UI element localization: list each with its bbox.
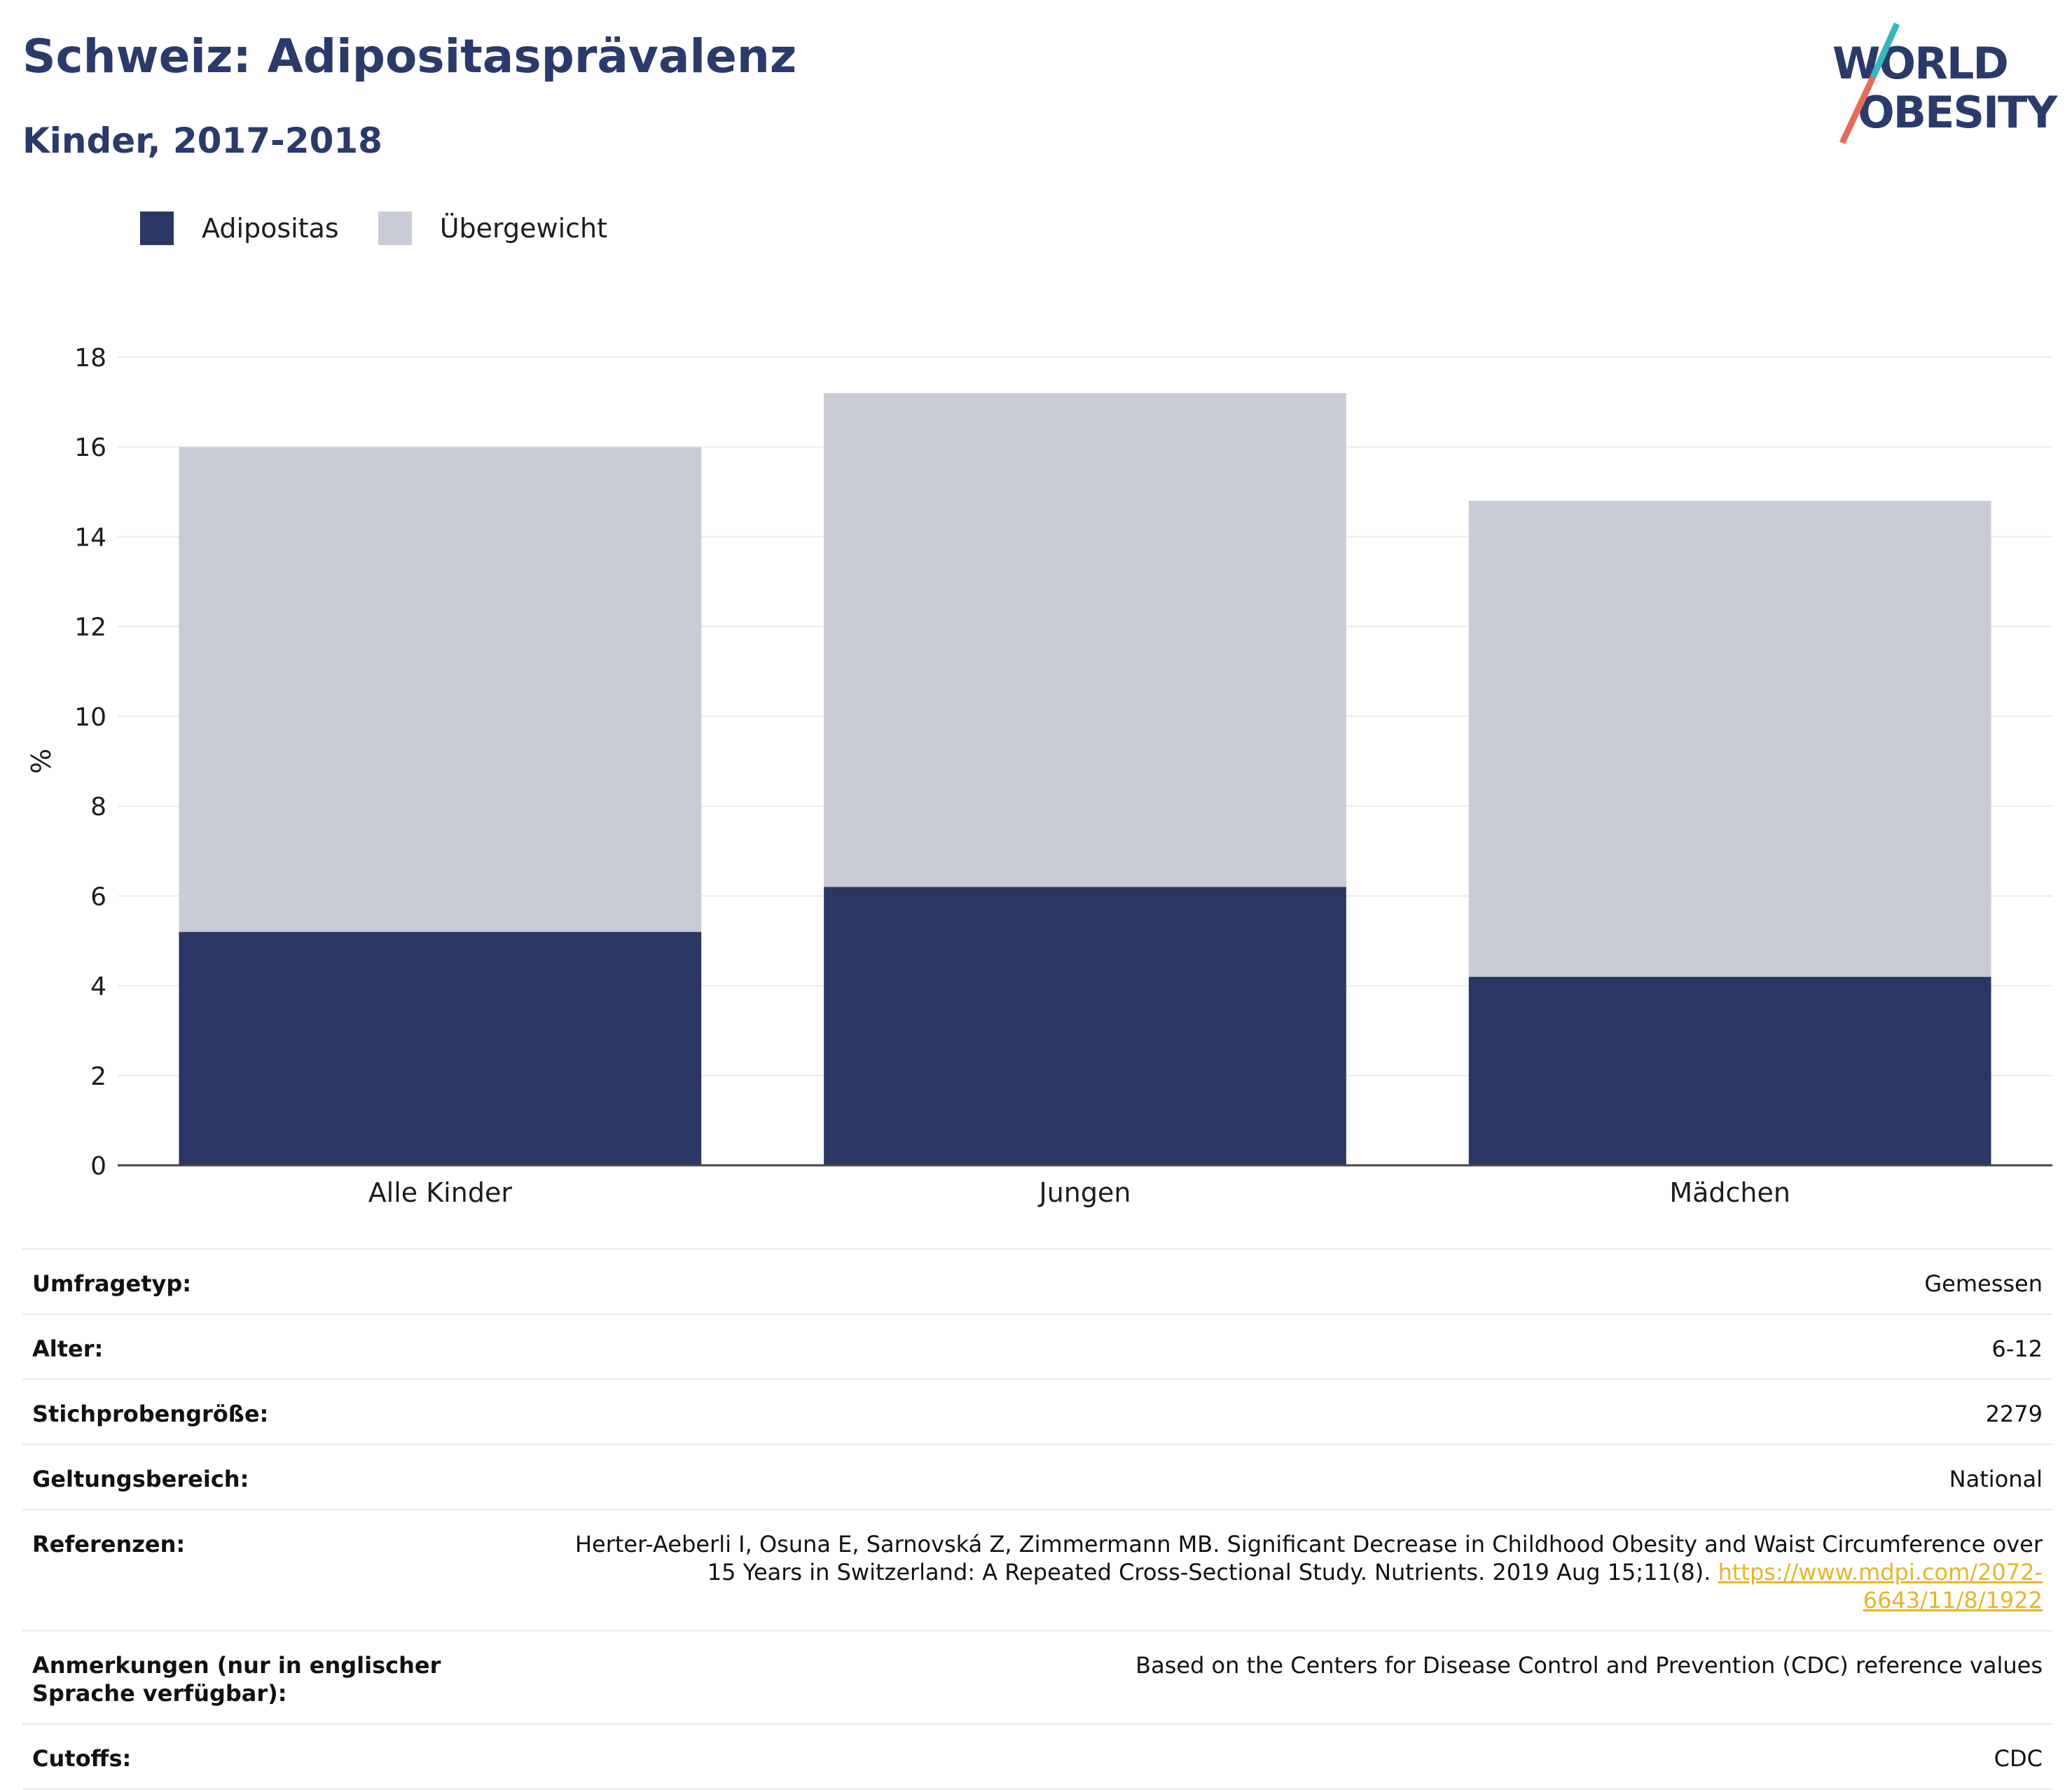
meta-row: Umfragetyp: Gemessen [22,1249,2052,1314]
legend-item-adipositas[interactable]: Adipositas [140,211,339,245]
x-tick-label: Jungen [1038,1177,1131,1208]
y-tick-label: 16 [74,433,106,462]
meta-value-text: Herter-Aeberli I, Osuna E, Sarnovská Z, … [574,1531,2043,1586]
y-axis-label: % [26,749,57,774]
meta-value-text: Based on the Centers for Disease Control… [1135,1652,2043,1679]
meta-value: Herter-Aeberli I, Osuna E, Sarnovská Z, … [553,1510,2052,1631]
meta-key: Cutoffs: [32,1745,132,1772]
y-tick-label: 8 [90,793,106,821]
meta-value: National [553,1445,2052,1510]
meta-row: Alter: 6-12 [22,1314,2052,1380]
chart-legend: Adipositas Übergewicht [140,207,647,249]
meta-value-text: 2279 [1985,1401,2043,1427]
chart-title: Schweiz: Adipositasprävalenz [22,29,797,83]
meta-row: Geltungsbereich: National [22,1444,2052,1510]
legend-swatch-uebergewicht [378,211,412,245]
survey-details-table: Umfragetyp: Gemessen Alter: 6-12 Stichproben… [22,1248,2052,1790]
y-tick-label: 0 [90,1152,106,1181]
x-tick-label: Mädchen [1669,1177,1790,1208]
meta-value-text: 6-12 [1991,1335,2043,1362]
y-tick-label: 2 [90,1062,106,1091]
meta-value-text: National [1949,1466,2043,1492]
bar-uebergewicht[interactable] [1468,501,1991,977]
meta-key: Geltungsbereich: [32,1466,249,1492]
bar-uebergewicht[interactable] [179,447,702,932]
logo-text-line2: OBESITY [1858,87,2058,138]
meta-key: Umfragetyp: [32,1270,192,1297]
world-obesity-logo: WORLD OBESITY [1832,22,2059,144]
bar-adipositas[interactable] [824,887,1346,1165]
meta-value: CDC [553,1724,2052,1789]
meta-row: Anmerkungen (nur in englischer Sprache v… [22,1630,2052,1724]
legend-label-uebergewicht: Übergewicht [439,213,607,244]
bar-adipositas[interactable] [1468,976,1991,1165]
legend-label-adipositas: Adipositas [202,213,339,244]
x-tick-labels: Alle Kinder Jungen Mädchen [368,1177,1790,1208]
meta-row: Cutoffs: CDC [22,1723,2052,1789]
meta-key: Anmerkungen (nur in englischer Sprache v… [32,1652,441,1707]
logo-slash-teal [1870,22,1900,78]
y-tick-label: 4 [90,973,106,1001]
meta-value-text: Gemessen [1924,1270,2043,1297]
bars [118,393,2052,1167]
meta-key: Referenzen: [32,1531,186,1557]
x-tick-label: Alle Kinder [368,1177,513,1208]
legend-swatch-adipositas [140,211,174,245]
logo-text-line1: WORLD [1832,38,2008,89]
chart-subtitle: Kinder, 2017-2018 [22,120,382,161]
meta-value: Gemessen [553,1249,2052,1314]
meta-value: 2279 [553,1380,2052,1445]
meta-key: Stichprobengröße: [32,1401,269,1427]
bar-adipositas[interactable] [179,931,702,1165]
y-tick-label: 18 [74,344,106,373]
meta-value: 6-12 [553,1314,2052,1380]
y-tick-labels: 0 2 4 6 8 10 12 14 16 18 [74,344,106,1181]
stacked-bar-chart: 0 2 4 6 8 10 12 14 16 18 Alle Kinder Jungen Mädchen… [26,344,2052,1208]
y-tick-label: 12 [74,613,106,642]
logo-slash-coral [1839,76,1877,144]
legend-item-uebergewicht[interactable]: Übergewicht [378,211,607,245]
meta-key: Alter: [32,1335,104,1362]
bar-uebergewicht[interactable] [824,393,1346,887]
reference-link[interactable]: https://www.mdpi.com/2072-6643/11/8/1922 [1718,1559,2043,1614]
meta-row: Stichprobengröße: 2279 [22,1379,2052,1445]
meta-row: Referenzen: Herter-Aeberli I, Osuna E, Sa… [22,1509,2052,1631]
meta-value-text: CDC [1994,1745,2043,1772]
y-tick-label: 14 [74,523,106,552]
y-tick-label: 6 [90,882,106,911]
meta-value: Based on the Centers for Disease Control… [553,1631,2052,1724]
y-tick-label: 10 [74,703,106,732]
